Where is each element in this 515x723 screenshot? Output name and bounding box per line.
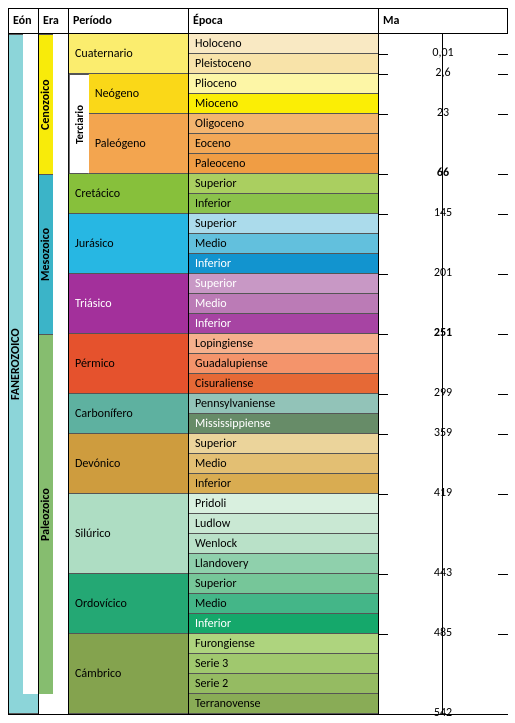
ma-value: 66 — [378, 166, 508, 180]
epoch-cell-10: Medio — [189, 234, 378, 254]
epoch-cell-26: Llandovery — [189, 554, 378, 574]
epoch-cell-8: Inferior — [189, 194, 378, 214]
epoch-cell-28: Medio — [189, 594, 378, 614]
epoch-cell-19: Mississippiense — [189, 414, 378, 434]
epoch-cell-4: Oligoceno — [189, 114, 378, 134]
header-ma: Ma — [378, 9, 508, 33]
epoch-cell-5: Eoceno — [189, 134, 378, 154]
ma-value: 251 — [378, 326, 508, 340]
era-column: CenozoicoMesozoicoPaleozoico — [38, 34, 68, 714]
epoch-cell-13: Medio — [189, 294, 378, 314]
header-row: Eón Era Período Época Ma — [8, 8, 508, 34]
epoch-cell-18: Pennsylvaniense — [189, 394, 378, 414]
epoch-cell-33: Terranovense — [189, 694, 378, 714]
epoch-cell-20: Superior — [189, 434, 378, 454]
header-eon: Eón — [8, 9, 38, 33]
epoch-cell-1: Pleistoceno — [189, 54, 378, 74]
epoch-cell-7: Superior — [189, 174, 378, 194]
eon-column: FANEROZOICO — [8, 34, 38, 714]
ma-value: 201 — [378, 266, 508, 280]
epoch-cell-2: Plioceno — [189, 74, 378, 94]
epoch-column: HolocenoPleistocenoPliocenoMiocenoOligoc… — [188, 34, 378, 714]
epoch-cell-0: Holoceno — [189, 34, 378, 54]
epoch-cell-30: Furongiense — [189, 634, 378, 654]
ma-value: 542 — [378, 706, 508, 720]
period-column: CuaternarioTerciarioNeógenoPaleógenoCret… — [68, 34, 188, 714]
era-cell-0: Cenozoico — [39, 34, 53, 174]
epoch-cell-6: Paleoceno — [189, 154, 378, 174]
geologic-time-chart: Eón Era Período Época Ma FANEROZOICO Cen… — [8, 8, 508, 715]
epoch-cell-31: Serie 3 — [189, 654, 378, 674]
epoch-cell-25: Wenlock — [189, 534, 378, 554]
period-cell-0: Cuaternario — [69, 34, 189, 74]
epoch-cell-16: Guadalupiense — [189, 354, 378, 374]
epoch-cell-24: Ludlow — [189, 514, 378, 534]
epoch-cell-23: Pridoli — [189, 494, 378, 514]
epoch-cell-22: Inferior — [189, 474, 378, 494]
epoch-cell-9: Superior — [189, 214, 378, 234]
period-cell-11: Cámbrico — [69, 634, 189, 714]
epoch-cell-15: Lopingiense — [189, 334, 378, 354]
epoch-cell-11: Inferior — [189, 254, 378, 274]
period-cell-4: Jurásico — [69, 214, 189, 274]
period-cell-10: Ordovícico — [69, 574, 189, 634]
epoch-cell-27: Superior — [189, 574, 378, 594]
ma-value: 2,6 — [378, 66, 508, 80]
ma-value: 299 — [378, 386, 508, 400]
ma-value: 0,01 — [378, 46, 508, 60]
period-cell-8: Devónico — [69, 434, 189, 494]
epoch-cell-17: Cisuraliense — [189, 374, 378, 394]
period-cell-2: Paleógeno — [89, 114, 188, 174]
period-cell-6: Pérmico — [69, 334, 189, 394]
period-cell-9: Silúrico — [69, 494, 189, 574]
epoch-cell-32: Serie 2 — [189, 674, 378, 694]
ma-ticks: 0,012,62366145201251299359419443485542 — [378, 34, 508, 714]
ma-value: 145 — [378, 206, 508, 220]
period-cell-7: Carbonífero — [69, 394, 189, 434]
era-cell-1: Mesozoico — [39, 174, 53, 334]
subperiod-terciario: Terciario — [69, 74, 89, 174]
period-cell-5: Triásico — [69, 274, 189, 334]
header-periodo: Período — [68, 9, 188, 33]
eon-cell: FANEROZOICO — [9, 34, 23, 694]
chart-body: FANEROZOICO CenozoicoMesozoicoPaleozoico… — [8, 34, 508, 715]
epoch-cell-12: Superior — [189, 274, 378, 294]
ma-value: 443 — [378, 566, 508, 580]
header-epoca: Época — [188, 9, 378, 33]
period-cell-1: Neógeno — [89, 74, 188, 114]
epoch-cell-14: Inferior — [189, 314, 378, 334]
era-cell-2: Paleozoico — [39, 334, 53, 694]
header-era: Era — [38, 9, 68, 33]
ma-value: 419 — [378, 486, 508, 500]
ma-value: 485 — [378, 626, 508, 640]
ma-value: 23 — [378, 106, 508, 120]
epoch-cell-21: Medio — [189, 454, 378, 474]
epoch-cell-29: Inferior — [189, 614, 378, 634]
epoch-cell-3: Mioceno — [189, 94, 378, 114]
ma-value: 359 — [378, 426, 508, 440]
period-cell-3: Cretácico — [69, 174, 189, 214]
